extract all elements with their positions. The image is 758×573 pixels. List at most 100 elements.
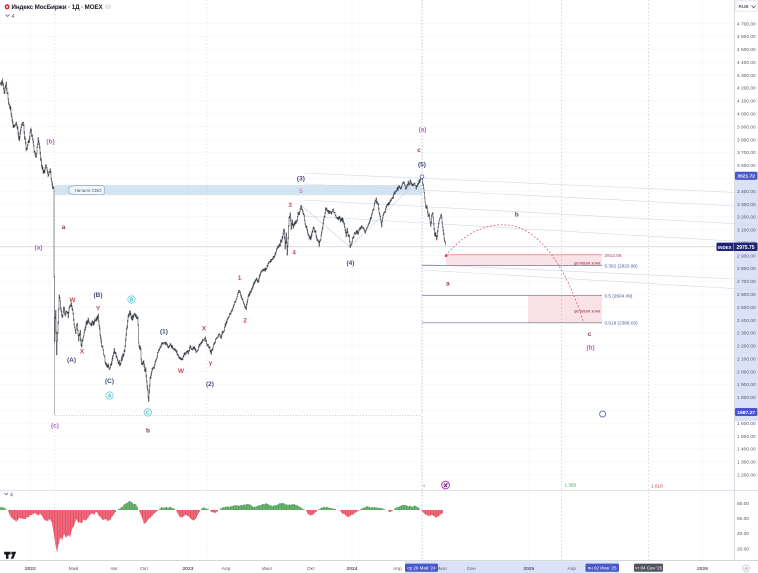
svg-text:0.618 (2388.03): 0.618 (2388.03) — [605, 321, 639, 326]
svg-text:Начало СВО: Начало СВО — [74, 188, 102, 193]
svg-text:2 500.00: 2 500.00 — [737, 305, 756, 311]
svg-text:A: A — [108, 393, 112, 399]
svg-text:2 300.00: 2 300.00 — [737, 331, 756, 337]
svg-text:a: a — [446, 281, 450, 288]
svg-text:3 300.00: 3 300.00 — [737, 202, 756, 208]
svg-text:1687.27: 1687.27 — [737, 410, 755, 416]
svg-text:0.382 (2820.96): 0.382 (2820.96) — [605, 264, 639, 269]
svg-text:1 900.00: 1 900.00 — [737, 382, 756, 388]
svg-text:2975.75: 2975.75 — [736, 245, 754, 251]
svg-text:1 200.00: 1 200.00 — [737, 472, 756, 478]
svg-text:(A): (A) — [67, 357, 76, 364]
svg-text:1: 1 — [238, 275, 242, 282]
svg-text:2912.06: 2912.06 — [605, 253, 622, 258]
svg-text:1 400.00: 1 400.00 — [737, 447, 756, 453]
svg-text:Индекс МосБиржи · 1Д · MOEX: Индекс МосБиржи · 1Д · MOEX — [12, 4, 104, 11]
svg-text:4 100.00: 4 100.00 — [737, 99, 756, 105]
svg-text:c: c — [588, 331, 592, 338]
svg-text:Июл: Июл — [262, 566, 272, 572]
svg-text:Апр: Апр — [222, 566, 231, 572]
svg-text:(B): (B) — [93, 292, 102, 299]
svg-text:Апр: Апр — [393, 566, 402, 572]
svg-text:INDEX: INDEX — [718, 245, 731, 250]
svg-text:(b): (b) — [586, 345, 594, 352]
svg-text:Y: Y — [208, 361, 213, 368]
svg-text:2 600.00: 2 600.00 — [737, 292, 756, 298]
svg-text:X: X — [202, 326, 207, 333]
svg-text:3 800.00: 3 800.00 — [737, 137, 756, 143]
svg-text:2023: 2023 — [182, 566, 193, 572]
svg-text:Окт: Окт — [140, 566, 149, 572]
svg-text:(5): (5) — [418, 162, 426, 169]
svg-text:(1): (1) — [160, 329, 168, 336]
svg-text:1.618: 1.618 — [651, 483, 663, 488]
svg-text:W: W — [178, 368, 185, 375]
svg-text:2 400.00: 2 400.00 — [737, 318, 756, 324]
svg-text:(4): (4) — [347, 260, 355, 267]
svg-text:80.00: 80.00 — [737, 501, 749, 507]
svg-text:Y: Y — [96, 306, 101, 313]
svg-text:2026: 2026 — [697, 566, 708, 572]
svg-text:4 000.00: 4 000.00 — [737, 112, 756, 118]
svg-text:2022: 2022 — [25, 566, 36, 572]
svg-text:Окт: Окт — [307, 566, 316, 572]
svg-text:целевая зона: целевая зона — [574, 260, 601, 265]
svg-text:Июл: Июл — [437, 566, 447, 572]
svg-text:(b): (b) — [46, 139, 54, 146]
svg-text:(C): (C) — [105, 378, 114, 385]
svg-text:2 700.00: 2 700.00 — [737, 279, 756, 285]
svg-text:4 700.00: 4 700.00 — [737, 21, 756, 27]
svg-text:40.00: 40.00 — [737, 531, 749, 537]
svg-text:RUB: RUB — [739, 4, 749, 10]
svg-text:пн 02 Июн '25: пн 02 Июн '25 — [588, 566, 617, 571]
svg-text:3 200.00: 3 200.00 — [737, 215, 756, 221]
svg-text:1: 1 — [423, 483, 426, 488]
svg-text:5: 5 — [299, 188, 303, 195]
svg-text:b: b — [146, 428, 150, 435]
svg-text:1 600.00: 1 600.00 — [737, 421, 756, 427]
svg-text:4 200.00: 4 200.00 — [737, 86, 756, 92]
svg-text:(2): (2) — [206, 381, 214, 388]
svg-text:2025: 2025 — [523, 566, 534, 572]
svg-text:2 800.00: 2 800.00 — [737, 266, 756, 272]
svg-text:1 800.00: 1 800.00 — [737, 395, 756, 401]
svg-text:Сен: Сен — [467, 566, 476, 572]
svg-text:1 500.00: 1 500.00 — [737, 434, 756, 440]
svg-text:(c): (c) — [51, 423, 59, 430]
svg-text:c: c — [417, 147, 421, 154]
svg-text:4 500.00: 4 500.00 — [737, 47, 756, 53]
svg-text:чт 04 Сен '25: чт 04 Сен '25 — [635, 566, 663, 571]
svg-text:3 400.00: 3 400.00 — [737, 189, 756, 195]
svg-text:B: B — [130, 297, 134, 303]
svg-text:(3): (3) — [297, 176, 305, 183]
svg-text:4: 4 — [10, 492, 13, 498]
svg-text:Авг: Авг — [110, 566, 118, 572]
svg-text:2: 2 — [243, 318, 247, 325]
svg-text:X: X — [80, 349, 85, 356]
svg-text:4: 4 — [292, 250, 296, 257]
svg-text:3 600.00: 3 600.00 — [737, 163, 756, 169]
svg-text:3 900.00: 3 900.00 — [737, 124, 756, 130]
svg-text:60.00: 60.00 — [737, 516, 749, 522]
svg-text:целевая зона: целевая зона — [574, 308, 601, 313]
svg-text:2 100.00: 2 100.00 — [737, 356, 756, 362]
svg-text:3 100.00: 3 100.00 — [737, 228, 756, 234]
svg-text:4 300.00: 4 300.00 — [737, 73, 756, 79]
svg-text:1 300.00: 1 300.00 — [737, 460, 756, 466]
svg-text:2 000.00: 2 000.00 — [737, 369, 756, 375]
svg-text:(a): (a) — [419, 127, 427, 134]
svg-text:3 700.00: 3 700.00 — [737, 150, 756, 156]
svg-text:4: 4 — [12, 14, 15, 20]
svg-text:b: b — [515, 212, 519, 219]
svg-text:2 200.00: 2 200.00 — [737, 344, 756, 350]
svg-text:(a): (a) — [35, 245, 43, 252]
svg-text:20.00: 20.00 — [737, 546, 749, 552]
svg-text:ср 29 Май '24: ср 29 Май '24 — [407, 565, 436, 571]
svg-text:W: W — [69, 297, 76, 304]
svg-text:3: 3 — [288, 202, 292, 209]
svg-text:Май: Май — [69, 565, 79, 572]
svg-text:4 600.00: 4 600.00 — [737, 34, 756, 40]
svg-text:A: A — [744, 566, 748, 571]
svg-text:2024: 2024 — [347, 566, 358, 572]
svg-text:C: C — [146, 410, 150, 416]
